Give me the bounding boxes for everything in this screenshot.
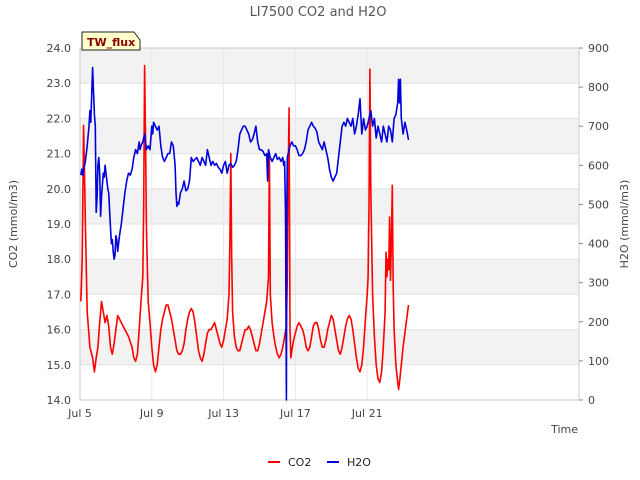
left-tick-label: 20.0 <box>47 183 72 196</box>
right-tick-label: 900 <box>588 42 609 55</box>
chart-title: LI7500 CO2 and H2O <box>250 5 387 20</box>
left-tick-label: 14.0 <box>47 394 72 407</box>
left-tick-label: 24.0 <box>47 42 72 55</box>
band-3 <box>80 259 579 295</box>
x-tick-label: Jul 13 <box>207 407 239 420</box>
left-tick-label: 22.0 <box>47 112 72 125</box>
series-lines <box>80 64 410 401</box>
x-axis-label: Time <box>550 423 578 436</box>
left-tick-label: 21.0 <box>47 148 72 161</box>
legend-label-h2o: H2O <box>347 456 371 469</box>
x-tick-label: Jul 9 <box>139 407 164 420</box>
right-tick-label: 500 <box>588 198 609 211</box>
y-axis-right-label: H2O (mmol/m3) <box>618 180 631 269</box>
plot-area <box>79 47 580 401</box>
left-tick-label: 15.0 <box>47 359 72 372</box>
tw-flux-label: TW_flux <box>87 36 135 49</box>
x-tick-label: Jul 21 <box>351 407 383 420</box>
right-tick-label: 300 <box>588 277 609 290</box>
series-h2o-line <box>80 66 410 401</box>
left-tick-label: 23.0 <box>47 77 72 90</box>
left-tick-label: 19.0 <box>47 218 72 231</box>
right-tick-label: 400 <box>588 238 609 251</box>
right-tick-label: 600 <box>588 159 609 172</box>
axis-ticks: 14.0 15.0 16.0 17.0 18.0 19.0 20.0 21.0 22.0 23.0… <box>47 42 610 420</box>
right-tick-label: 200 <box>588 316 609 329</box>
band-5 <box>80 188 579 224</box>
tw-flux-badge: TW_flux <box>81 31 141 51</box>
right-tick-label: 700 <box>588 120 609 133</box>
x-tick-label: Jul 17 <box>279 407 311 420</box>
legend-label-co2: CO2 <box>288 456 311 469</box>
series-co2-line <box>80 64 410 391</box>
background-bands <box>80 48 579 365</box>
band-9 <box>80 48 579 84</box>
legend: CO2 H2O <box>268 456 371 469</box>
right-tick-label: 100 <box>588 355 609 368</box>
left-tick-label: 16.0 <box>47 324 72 337</box>
right-tick-label: 800 <box>588 81 609 94</box>
left-tick-label: 18.0 <box>47 253 72 266</box>
band-7 <box>80 118 579 154</box>
x-tick-label: Jul 5 <box>67 407 92 420</box>
y-axis-left-label: CO2 (mmol/m3) <box>7 180 20 268</box>
right-tick-label: 0 <box>588 394 595 407</box>
left-tick-label: 17.0 <box>47 288 72 301</box>
band-1 <box>80 329 579 365</box>
